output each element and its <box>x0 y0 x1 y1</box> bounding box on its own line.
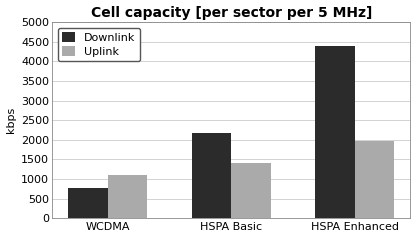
Title: Cell capacity [per sector per 5 MHz]: Cell capacity [per sector per 5 MHz] <box>91 5 372 20</box>
Legend: Downlink, Uplink: Downlink, Uplink <box>57 28 140 61</box>
Bar <box>315 46 355 218</box>
Y-axis label: kbps: kbps <box>5 107 15 133</box>
Bar <box>192 133 231 218</box>
Bar <box>231 163 271 218</box>
Bar <box>355 141 394 218</box>
Bar <box>108 175 147 218</box>
Bar <box>68 188 108 218</box>
